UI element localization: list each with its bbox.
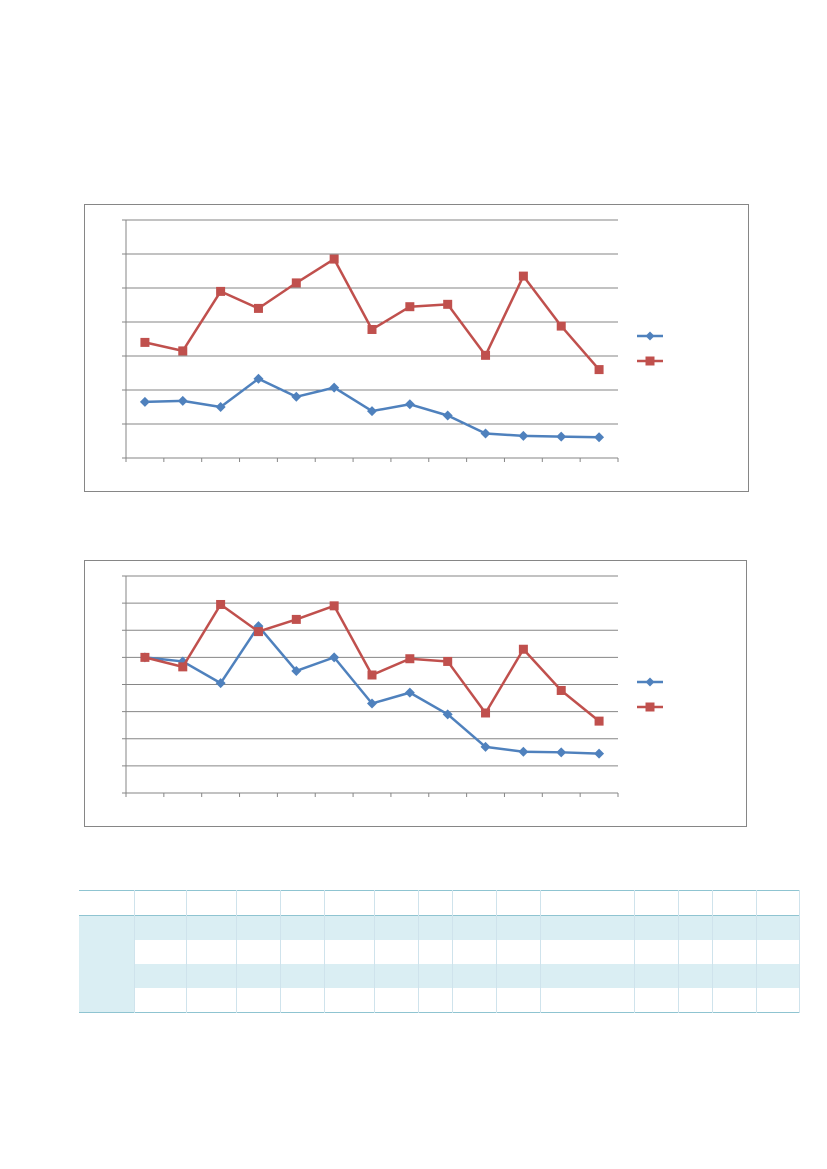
legend-key-marker <box>645 677 655 687</box>
series-1-point <box>215 402 226 412</box>
series-2-point <box>594 365 604 375</box>
series-2-point <box>443 656 453 666</box>
series-1-point <box>518 746 529 757</box>
series-2-point <box>291 278 301 288</box>
series-1-line <box>144 624 600 755</box>
series-1-point <box>367 406 377 417</box>
chart-2-plot <box>122 575 663 797</box>
series-2-point <box>518 644 528 654</box>
series-1-point <box>556 747 567 758</box>
series-2-line <box>144 257 601 371</box>
series-2-point <box>329 254 339 264</box>
series-1-point <box>480 741 491 752</box>
series-1-point <box>480 428 491 439</box>
series-2-point <box>140 652 150 662</box>
legend-key-marker <box>645 331 655 341</box>
series-2-point <box>556 321 566 331</box>
series-1-point <box>291 391 302 402</box>
series-1-point <box>329 652 340 663</box>
table-row <box>79 940 800 964</box>
series-1-point <box>594 432 605 443</box>
table-header-row <box>79 890 800 916</box>
series-2-point <box>405 302 415 312</box>
chart-2-frame <box>84 560 747 827</box>
series-1-point <box>329 382 340 393</box>
series-1-point <box>215 678 226 689</box>
series-2-point <box>253 303 263 313</box>
series-2-point <box>481 350 491 360</box>
series-1-point <box>442 410 453 421</box>
series-1-point <box>594 748 605 759</box>
series-2-point <box>216 599 226 609</box>
series-2-point <box>367 324 377 334</box>
series-1-point <box>177 395 188 406</box>
series-2-point <box>594 716 604 726</box>
series-2-point <box>178 346 188 356</box>
series-2-point <box>481 708 491 718</box>
table-row <box>79 915 800 940</box>
series-1-point <box>367 698 377 709</box>
series-2-point <box>518 271 528 281</box>
series-2-point <box>291 614 301 624</box>
series-2-point <box>443 299 453 309</box>
series-2-point <box>556 685 566 695</box>
series-1-point <box>253 373 264 384</box>
series-1-point <box>518 430 529 441</box>
table-row <box>79 964 800 988</box>
series-1-point <box>291 665 302 676</box>
series-2-point <box>405 654 415 664</box>
series-2-point <box>216 286 226 296</box>
legend-key-marker <box>645 702 655 712</box>
series-2-point <box>367 670 377 680</box>
data-table <box>79 890 800 1013</box>
legend-key-marker <box>645 356 655 366</box>
series-2-point <box>178 662 188 672</box>
series-1-point <box>404 399 415 410</box>
chart-1-frame <box>84 204 749 492</box>
series-1-point <box>442 709 453 720</box>
series-2-point <box>329 601 339 611</box>
chart-1-plot <box>122 219 663 462</box>
series-2-point <box>253 627 263 637</box>
series-1-point <box>253 621 264 632</box>
series-2-point <box>140 337 150 347</box>
table-row <box>79 988 800 1013</box>
series-1-point <box>404 687 415 698</box>
series-1-point <box>556 431 567 442</box>
series-1-point <box>139 396 150 407</box>
